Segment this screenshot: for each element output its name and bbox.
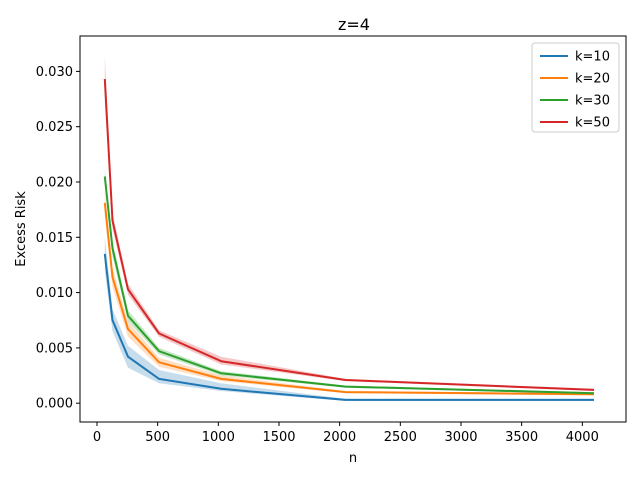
y-tick-label: 0.000: [36, 397, 73, 412]
y-tick-label: 0.025: [36, 120, 73, 135]
x-tick-label: 0: [93, 430, 101, 445]
legend-box: [531, 42, 620, 133]
y-tick-label: 0.010: [36, 286, 73, 301]
series-line-k=50: [103, 79, 595, 391]
x-tick-label: 2500: [384, 430, 417, 445]
x-tick-label: 2000: [323, 430, 356, 445]
confidence-bands: [104, 55, 595, 401]
x-tick-label: 1500: [262, 430, 295, 445]
x-axis-ticks: 0 500 1000 1500 2000 2500 3000 3500 4000: [93, 422, 599, 445]
x-tick-label: 500: [145, 430, 170, 445]
y-axis-ticks: 0.000 0.005 0.010 0.015 0.020 0.025 0.030: [36, 65, 80, 412]
y-tick-label: 0.015: [36, 231, 73, 246]
plot-frame: [79, 35, 627, 423]
x-tick-label: 4000: [566, 430, 599, 445]
series-lines: [103, 79, 595, 401]
y-tick-label: 0.005: [36, 341, 73, 356]
x-axis-title: n: [349, 451, 357, 466]
series-line-k=20: [103, 202, 595, 396]
series-line-k=30: [103, 176, 595, 395]
legend-label-k=10: k=10: [575, 50, 610, 65]
confidence-band-k=30: [104, 168, 595, 395]
x-tick-label: 3000: [444, 430, 477, 445]
x-tick-label: 1000: [202, 430, 235, 445]
confidence-band-k=50: [104, 55, 595, 392]
y-axis-title: Excess Risk: [14, 191, 29, 267]
confidence-band-k=20: [104, 190, 595, 396]
legend-label-k=30: k=30: [575, 94, 610, 109]
confidence-band-k=10: [104, 237, 595, 401]
legend-label-k=50: k=50: [575, 116, 610, 131]
legend-label-k=20: k=20: [575, 72, 610, 87]
chart-title: z=4: [338, 15, 370, 34]
series-line-k=10: [103, 253, 594, 401]
x-tick-label: 3500: [505, 430, 538, 445]
y-tick-label: 0.020: [36, 175, 73, 190]
y-tick-label: 0.030: [36, 65, 73, 80]
legend: k=10 k=20 k=30 k=50: [531, 42, 620, 133]
